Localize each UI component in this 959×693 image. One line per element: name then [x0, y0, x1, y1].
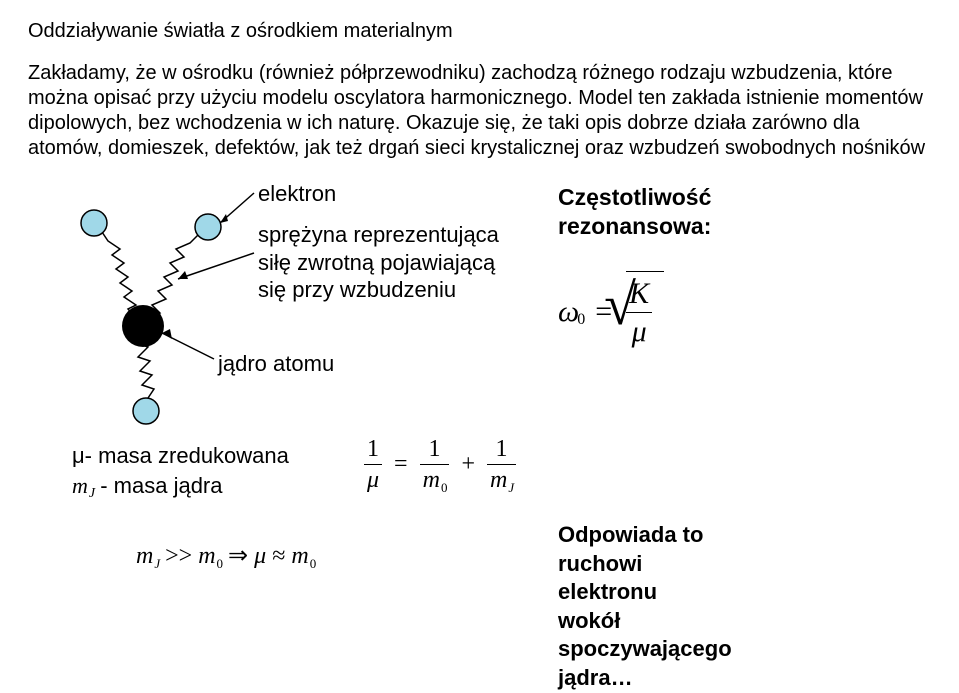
mj-sub: J — [89, 486, 95, 501]
m: m — [423, 467, 440, 493]
much-greater: >> — [165, 543, 198, 569]
bottom-note: Odpowiada to ruchowi elektronu wokół spo… — [558, 521, 732, 693]
frac: 1 mJ — [487, 436, 516, 494]
label-nucleus: jądro atomu — [218, 351, 334, 377]
electron-icon — [195, 214, 221, 240]
omega-formula: ω0 = √ K μ — [558, 277, 931, 348]
numerator: 1 — [364, 436, 382, 462]
label-spring-line: siłę zwrotną pojawiającą — [258, 249, 499, 277]
m: m — [136, 543, 153, 569]
content-row: elektron sprężyna reprezentująca siłę zw… — [28, 181, 931, 601]
fraction-bar — [420, 464, 450, 465]
sub: 0 — [310, 556, 317, 571]
denominator: mJ — [487, 467, 516, 493]
label-mj: mJ - masa jądra — [72, 471, 289, 501]
label-mu: μ- masa zredukowana — [72, 441, 289, 471]
sub: J — [508, 480, 514, 495]
fraction-bar — [487, 464, 516, 465]
main-paragraph: Zakładamy, że w ośrodku (również półprze… — [28, 61, 931, 161]
diagram-column: elektron sprężyna reprezentująca siłę zw… — [28, 181, 548, 601]
sqrt: √ K μ — [624, 277, 658, 348]
label-electron: elektron — [258, 181, 336, 207]
resonance-heading: Częstotliwość rezonansowa: — [558, 183, 931, 241]
sub: 0 — [441, 480, 448, 495]
numerator: 1 — [493, 436, 511, 462]
plus-sign: + — [461, 451, 475, 478]
electron-icon — [81, 210, 107, 236]
label-spring: sprężyna reprezentująca siłę zwrotną poj… — [258, 221, 499, 304]
condition-equation: mJ >> m0 ⇒ μ ≈ m0 — [136, 541, 315, 570]
implies: ⇒ — [228, 543, 254, 569]
label-masses: μ- masa zredukowana mJ - masa jądra — [72, 441, 289, 500]
label-spring-line: się przy wzbudzeniu — [258, 276, 499, 304]
sqrt-sign: √ — [604, 271, 636, 338]
atom-diagram — [28, 181, 288, 431]
page-title: Oddziaływanie światła z ośrodkiem materi… — [28, 20, 931, 43]
m: m — [291, 543, 308, 569]
resonance-heading-line: Częstotliwość — [558, 183, 931, 212]
mj: mJ — [136, 543, 159, 569]
mj-suffix: - masa jądra — [94, 473, 222, 498]
denominator: μ — [364, 467, 382, 493]
mj-m: m — [72, 473, 88, 498]
m0b: m0 — [291, 543, 315, 569]
bottom-note-line: Odpowiada to ruchowi elektronu — [558, 521, 732, 607]
bottom-note-line: wokół spoczywającego jądra… — [558, 607, 732, 693]
equals-sign: = — [394, 451, 408, 478]
m0: m0 — [198, 543, 222, 569]
omega-sub: 0 — [577, 311, 585, 329]
nucleus-icon — [122, 305, 164, 347]
resonance-heading-line: rezonansowa: — [558, 212, 931, 241]
omega: ω — [558, 295, 579, 329]
label-spring-line: sprężyna reprezentująca — [258, 221, 499, 249]
electron-icon — [133, 398, 159, 424]
mass-fraction-equation: 1 μ = 1 m0 + 1 mJ — [358, 436, 522, 494]
sub: 0 — [217, 556, 224, 571]
frac: 1 m0 — [420, 436, 450, 494]
fraction-bar — [364, 464, 382, 465]
m: m — [198, 543, 215, 569]
sub: J — [154, 556, 160, 571]
frac: 1 μ — [364, 436, 382, 494]
denominator: m0 — [420, 467, 450, 493]
numerator: 1 — [426, 436, 444, 462]
sqrt-bar — [626, 271, 664, 272]
approx: ≈ — [272, 543, 291, 569]
mu: μ — [254, 543, 266, 569]
m: m — [490, 467, 507, 493]
